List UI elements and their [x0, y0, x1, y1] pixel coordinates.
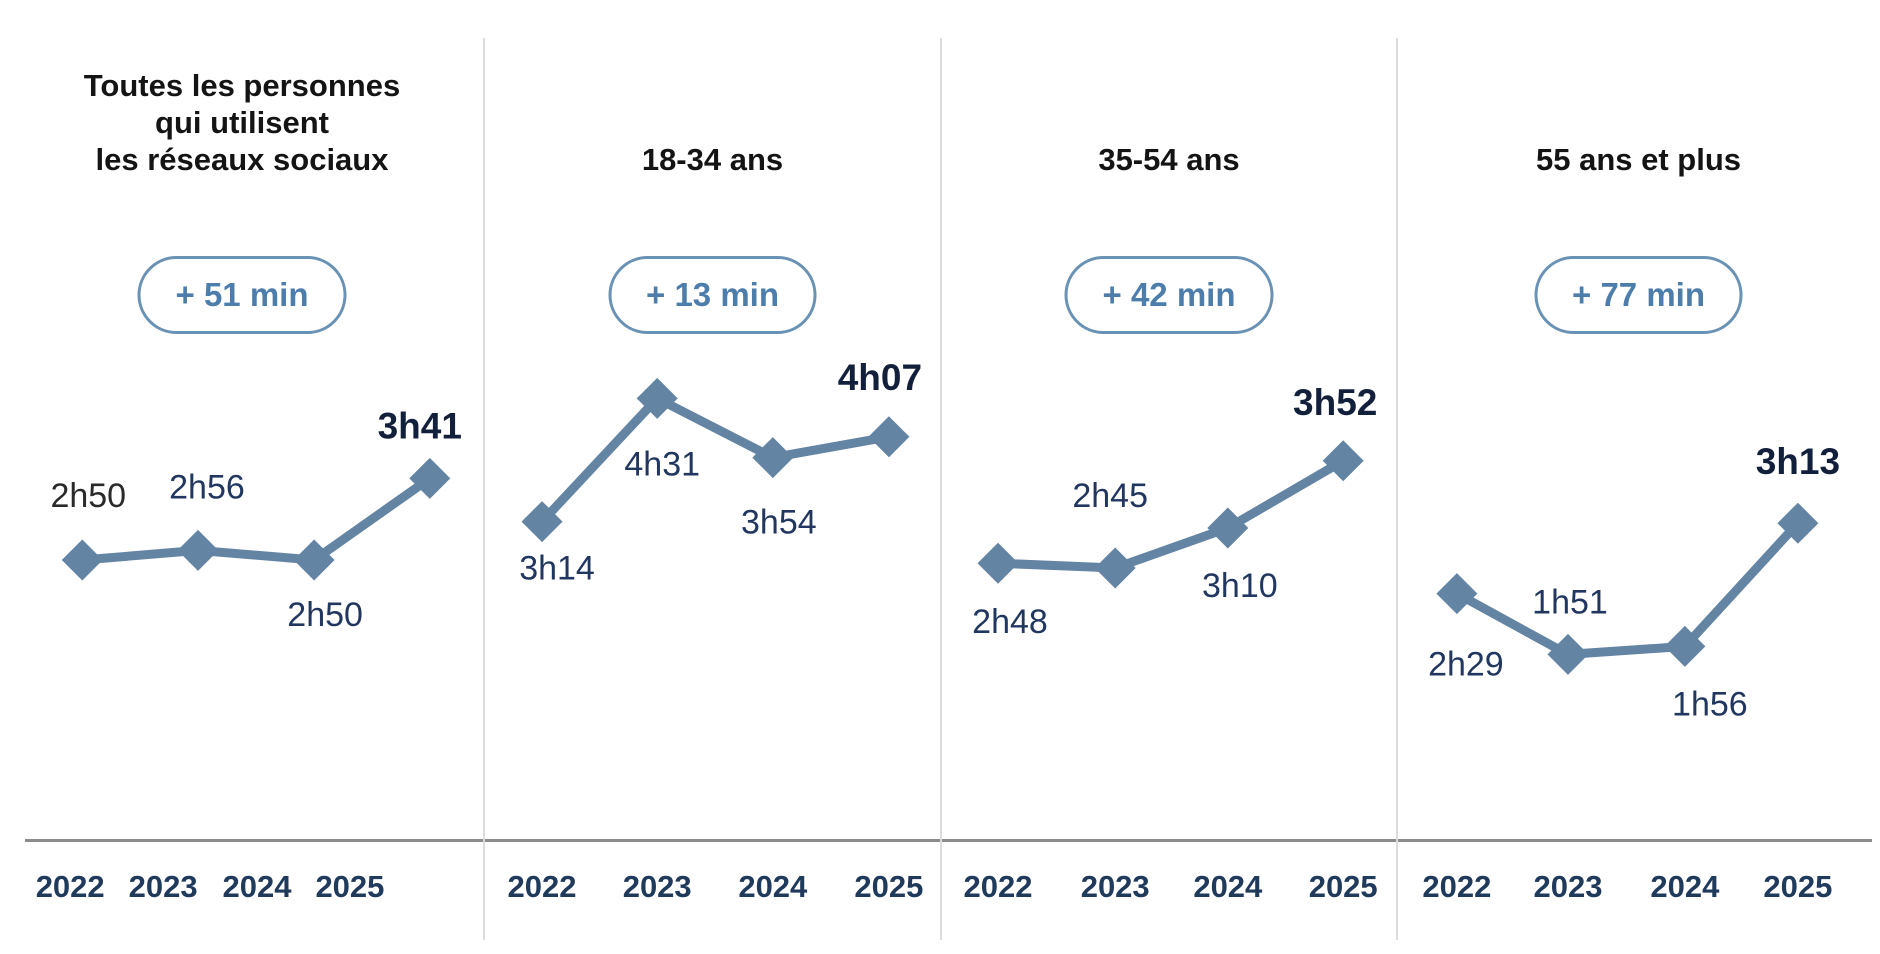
trend-line	[997, 456, 1346, 573]
year-label: 2025	[1763, 869, 1833, 904]
panel-55-plus: 55 ans et plus + 77 min 2h29 1h51 1h56 3h13…	[1397, 0, 1880, 954]
diamond-marker	[752, 437, 794, 479]
line-chart: 2h48 2h45 3h10 3h52	[972, 382, 1377, 641]
point-label: 4h07	[838, 357, 922, 398]
year-label: 2024	[222, 869, 292, 904]
year-label: 2022	[507, 869, 577, 904]
x-axis-line	[25, 839, 484, 842]
point-label: 3h14	[519, 550, 595, 588]
year-label: 2024	[738, 869, 808, 904]
diamond-marker	[1436, 573, 1478, 615]
year-label: 2022	[1422, 869, 1492, 904]
point-label: 2h50	[50, 477, 126, 515]
point-label: 3h41	[378, 405, 462, 446]
point-label: 1h56	[1672, 685, 1748, 723]
delta-badge: + 13 min	[608, 256, 817, 334]
year-label: 2023	[1533, 869, 1603, 904]
x-axis-line	[484, 839, 941, 842]
year-label: 2023	[1080, 869, 1150, 904]
line-chart: 3h14 4h31 3h54 4h07	[519, 357, 922, 588]
year-label: 2022	[963, 869, 1033, 904]
panel-35-54: 35-54 ans + 42 min 2h48 2h45 3h10 3h52 2022…	[941, 0, 1397, 954]
point-label: 3h13	[1756, 441, 1840, 482]
panel-18-34: 18-34 ans + 13 min 3h14 4h31 3h54 4h07 2022…	[484, 0, 941, 954]
point-label: 2h29	[1428, 646, 1504, 684]
point-label: 2h48	[972, 603, 1048, 641]
point-label: 1h51	[1532, 583, 1608, 621]
panel-title: 18-34 ans	[641, 142, 784, 177]
year-label: 2024	[1650, 869, 1720, 904]
panel-title: 35-54 ans	[1098, 142, 1240, 177]
point-label: 3h54	[741, 504, 817, 542]
diamond-marker	[1547, 633, 1589, 675]
diamond-marker	[868, 416, 910, 458]
year-label: 2024	[1193, 869, 1263, 904]
diamond-marker	[61, 539, 103, 581]
delta-badge: + 42 min	[1064, 256, 1274, 334]
diamond-marker	[177, 529, 219, 571]
trend-line	[1454, 520, 1802, 659]
line-chart: 2h29 1h51 1h56 3h13	[1428, 441, 1840, 723]
diamond-marker	[977, 542, 1019, 584]
year-label: 2025	[1308, 869, 1378, 904]
point-label: 3h52	[1293, 382, 1377, 423]
panel-divider	[1396, 38, 1398, 940]
year-label: 2025	[315, 869, 385, 904]
trend-line	[81, 474, 433, 565]
year-label: 2022	[35, 869, 105, 904]
point-label: 2h50	[287, 596, 363, 634]
panel-all-users: Toutes les personnes qui utilisent les r…	[0, 0, 484, 954]
point-label: 3h10	[1202, 567, 1278, 605]
diamond-marker	[409, 457, 451, 499]
year-label: 2023	[128, 869, 198, 904]
diamond-marker	[521, 501, 563, 543]
year-label: 2025	[854, 869, 924, 904]
x-axis-line	[1397, 839, 1872, 842]
panel-divider	[940, 38, 942, 940]
delta-badge: + 51 min	[137, 256, 347, 334]
x-axis-line	[941, 839, 1397, 842]
trend-line	[538, 392, 890, 525]
diamond-marker	[293, 539, 335, 581]
diamond-marker	[1777, 502, 1819, 544]
panel-divider	[483, 38, 485, 940]
delta-badge: + 77 min	[1534, 256, 1743, 334]
point-label: 2h45	[1072, 477, 1148, 515]
diamond-marker	[1664, 625, 1706, 667]
panel-title: 55 ans et plus	[1535, 142, 1742, 177]
panel-title: Toutes les personnes qui utilisent les r…	[83, 68, 401, 177]
diamond-marker	[1322, 440, 1364, 482]
diamond-marker	[636, 377, 678, 419]
diamond-marker	[1094, 547, 1136, 589]
diamond-marker	[1207, 507, 1249, 549]
point-label: 2h56	[169, 468, 245, 506]
year-label: 2023	[622, 869, 692, 904]
point-label: 4h31	[624, 445, 700, 483]
line-chart: 2h50 2h56 2h50 3h41	[50, 405, 462, 634]
